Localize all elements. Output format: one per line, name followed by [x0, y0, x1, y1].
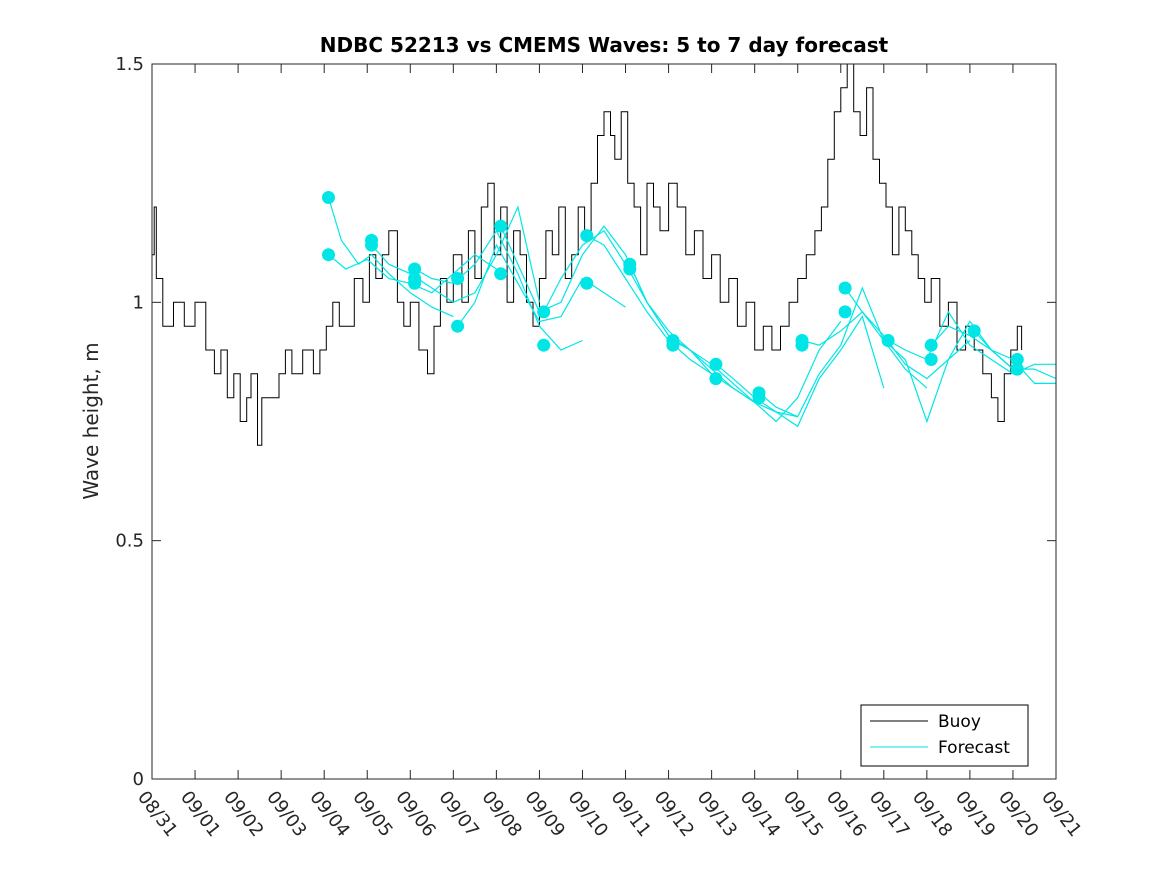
forecast-start-marker-32 [1010, 362, 1024, 376]
forecast-start-marker-4 [408, 262, 422, 276]
forecast-start-marker-0 [322, 191, 335, 204]
forecast-start-marker-29 [924, 353, 938, 366]
y-axis-label: Wave height, m [79, 342, 103, 499]
forecast-start-marker-12 [537, 338, 551, 352]
forecast-start-marker-30 [967, 324, 981, 338]
forecast-run-line-2 [371, 205, 540, 303]
forecast-start-marker-26 [838, 305, 852, 319]
y-tick-label: 1.5 [115, 54, 144, 75]
forecast-run-line-4 [457, 243, 626, 327]
legend: Buoy Forecast [860, 704, 1029, 767]
forecast-start-marker-16 [623, 262, 637, 276]
forecast-start-marker-11 [537, 305, 551, 319]
y-tick-label: 0.5 [115, 531, 144, 552]
forecast-start-marker-6 [408, 272, 422, 285]
forecast-start-marker-25 [838, 281, 852, 295]
forecast-start-marker-31 [1010, 353, 1024, 366]
forecast-start-marker-13 [580, 229, 594, 243]
forecast-start-marker-27 [881, 334, 895, 347]
forecast-run-line-0 [327, 197, 454, 318]
forecast-start-marker-19 [709, 357, 723, 371]
legend-buoy-label: Buoy [938, 712, 981, 732]
forecast-start-marker-7 [451, 272, 465, 285]
legend-forecast-label: Forecast [938, 738, 1010, 758]
forecast-start-marker-1 [322, 248, 335, 262]
forecast-start-marker-8 [451, 319, 465, 333]
forecast-run-line-13 [844, 287, 1014, 424]
forecast-start-marker-20 [709, 372, 723, 386]
axes-box [151, 63, 1057, 780]
legend-box [860, 704, 1029, 767]
buoy-series-line [152, 64, 1023, 446]
forecast-start-marker-22 [752, 391, 766, 405]
forecast-start-marker-24 [795, 338, 809, 352]
forecast-start-marker-28 [924, 338, 938, 352]
forecast-start-marker-3 [365, 238, 378, 252]
forecast-start-marker-14 [580, 276, 594, 290]
y-tick-label: 1 [133, 292, 144, 313]
chart-title: NDBC 52213 vs CMEMS Waves: 5 to 7 day fo… [320, 33, 889, 57]
forecast-start-marker-18 [666, 338, 680, 352]
forecast-start-marker-10 [494, 267, 508, 281]
forecast-run-line-10 [715, 315, 885, 428]
forecast-run-line-11 [758, 286, 928, 418]
forecast-run-line-14 [887, 310, 1056, 375]
forecast-start-marker-9 [494, 219, 508, 233]
y-tick-label: 0 [133, 769, 144, 790]
plot-area [152, 64, 1056, 446]
